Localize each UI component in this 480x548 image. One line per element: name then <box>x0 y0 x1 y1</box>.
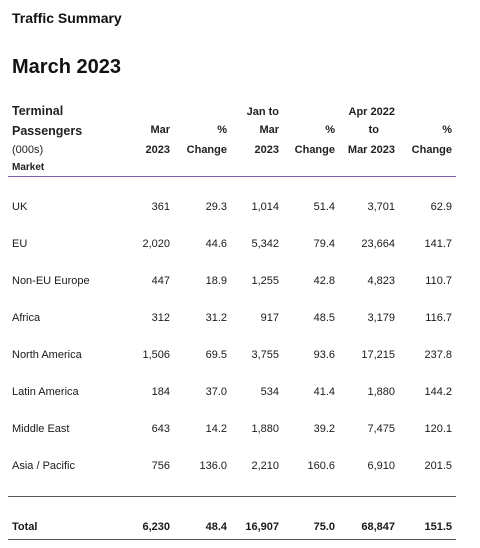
ytd-change-value: 51.4 <box>313 201 335 213</box>
ytd-value: 1,014 <box>251 201 279 213</box>
table-row: Latin America 184 37.0 534 41.4 1,880 14… <box>0 386 480 402</box>
header-col3-line2: Mar <box>259 124 279 136</box>
rolling-change-value: 116.7 <box>425 312 452 324</box>
header-col5-line1: Apr 2022 <box>348 106 395 118</box>
rolling-year-value: 23,664 <box>361 238 395 250</box>
report-month-title: March 2023 <box>12 56 121 78</box>
header-col5-line3: Mar 2023 <box>347 144 395 156</box>
mar-2023-value: 756 <box>151 460 170 472</box>
ytd-value: 2,210 <box>251 460 279 472</box>
header-market: Market <box>12 162 45 173</box>
header-col3-line1: Jan to <box>246 106 279 118</box>
rolling-year-value: 3,701 <box>367 201 395 213</box>
mar-2023-value: 447 <box>151 275 170 287</box>
ytd-value: 1,255 <box>251 275 279 287</box>
mar-change-value: 37.0 <box>205 386 227 398</box>
total-row: Total 6,230 48.4 16,907 75.0 68,847 151.… <box>0 521 480 537</box>
mar-change-value: 14.2 <box>205 423 227 435</box>
header-passengers: Passengers <box>12 124 83 138</box>
rolling-change-value: 237.8 <box>424 349 452 361</box>
rolling-year-value: 17,215 <box>361 349 395 361</box>
mar-2023-value: 361 <box>151 201 170 213</box>
table-row: Middle East 643 14.2 1,880 39.2 7,475 12… <box>0 423 480 439</box>
header-col6-line2: Change <box>411 144 452 156</box>
total-mar-2023: 6,230 <box>142 521 170 533</box>
rolling-year-value: 7,475 <box>367 423 395 435</box>
ytd-change-value: 79.4 <box>313 238 335 250</box>
rolling-year-value: 3,179 <box>367 312 395 324</box>
market-name: Middle East <box>12 423 70 435</box>
rolling-change-value: 62.9 <box>430 201 452 213</box>
total-rolling-change: 151.5 <box>424 521 452 533</box>
market-name: North America <box>12 349 82 361</box>
mar-2023-value: 643 <box>151 423 170 435</box>
page-heading: Traffic Summary <box>12 10 122 26</box>
total-mar-change: 48.4 <box>205 521 227 533</box>
ytd-change-value: 41.4 <box>313 386 335 398</box>
rolling-change-value: 144.2 <box>424 386 452 398</box>
ytd-value: 534 <box>260 386 279 398</box>
table-row: Non-EU Europe 447 18.9 1,255 42.8 4,823 … <box>0 275 480 291</box>
header-divider <box>8 176 456 177</box>
table-row: North America 1,506 69.5 3,755 93.6 17,2… <box>0 349 480 365</box>
table-row: Africa 312 31.2 917 48.5 3,179 116.7 <box>0 312 480 328</box>
rolling-change-value: 110.7 <box>425 275 452 287</box>
total-divider-top <box>8 496 456 497</box>
market-name: Non-EU Europe <box>12 275 90 287</box>
header-col5-line2: to <box>368 124 379 136</box>
market-name: Asia / Pacific <box>12 460 75 472</box>
ytd-change-value: 39.2 <box>313 423 335 435</box>
ytd-change-value: 48.5 <box>313 312 335 324</box>
total-ytd: 16,907 <box>245 521 279 533</box>
rolling-year-value: 4,823 <box>367 275 395 287</box>
rolling-year-value: 1,880 <box>367 386 395 398</box>
ytd-value: 3,755 <box>251 349 279 361</box>
header-col4-line1: % <box>325 124 335 136</box>
ytd-change-value: 93.6 <box>313 349 335 361</box>
total-divider-bottom <box>8 539 456 540</box>
header-col3-line3: 2023 <box>254 144 279 156</box>
ytd-value: 917 <box>260 312 279 324</box>
mar-change-value: 44.6 <box>205 238 227 250</box>
rolling-change-value: 120.1 <box>424 423 452 435</box>
ytd-value: 1,880 <box>251 423 279 435</box>
header-col2-line1: % <box>217 124 227 136</box>
total-label: Total <box>12 521 38 533</box>
total-ytd-change: 75.0 <box>313 521 335 533</box>
mar-change-value: 136.0 <box>199 460 227 472</box>
table-row: UK 361 29.3 1,014 51.4 3,701 62.9 <box>0 201 480 217</box>
mar-2023-value: 184 <box>151 386 170 398</box>
mar-change-value: 29.3 <box>205 201 227 213</box>
header-col6-line1: % <box>442 124 452 136</box>
rolling-change-value: 141.7 <box>424 238 452 250</box>
ytd-change-value: 42.8 <box>313 275 335 287</box>
rolling-year-value: 6,910 <box>367 460 395 472</box>
mar-change-value: 69.5 <box>205 349 227 361</box>
market-name: Latin America <box>12 386 79 398</box>
header-col1-line1: Mar <box>150 124 170 136</box>
total-rolling-year: 68,847 <box>361 521 395 533</box>
table-row: Asia / Pacific 756 136.0 2,210 160.6 6,9… <box>0 460 480 476</box>
mar-2023-value: 312 <box>151 312 170 324</box>
market-name: Africa <box>12 312 41 324</box>
table-row: EU 2,020 44.6 5,342 79.4 23,664 141.7 <box>0 238 480 254</box>
ytd-value: 5,342 <box>251 238 279 250</box>
mar-change-value: 18.9 <box>205 275 227 287</box>
mar-2023-value: 1,506 <box>142 349 170 361</box>
header-col4-line2: Change <box>294 144 335 156</box>
market-name: UK <box>12 201 28 213</box>
ytd-change-value: 160.6 <box>307 460 335 472</box>
header-terminal: Terminal <box>12 104 64 118</box>
mar-change-value: 31.2 <box>205 312 227 324</box>
rolling-change-value: 201.5 <box>424 460 452 472</box>
market-name: EU <box>12 238 28 250</box>
header-units: (000s) <box>12 144 44 156</box>
header-col1-line2: 2023 <box>145 144 170 156</box>
header-col2-line2: Change <box>186 144 227 156</box>
mar-2023-value: 2,020 <box>142 238 170 250</box>
